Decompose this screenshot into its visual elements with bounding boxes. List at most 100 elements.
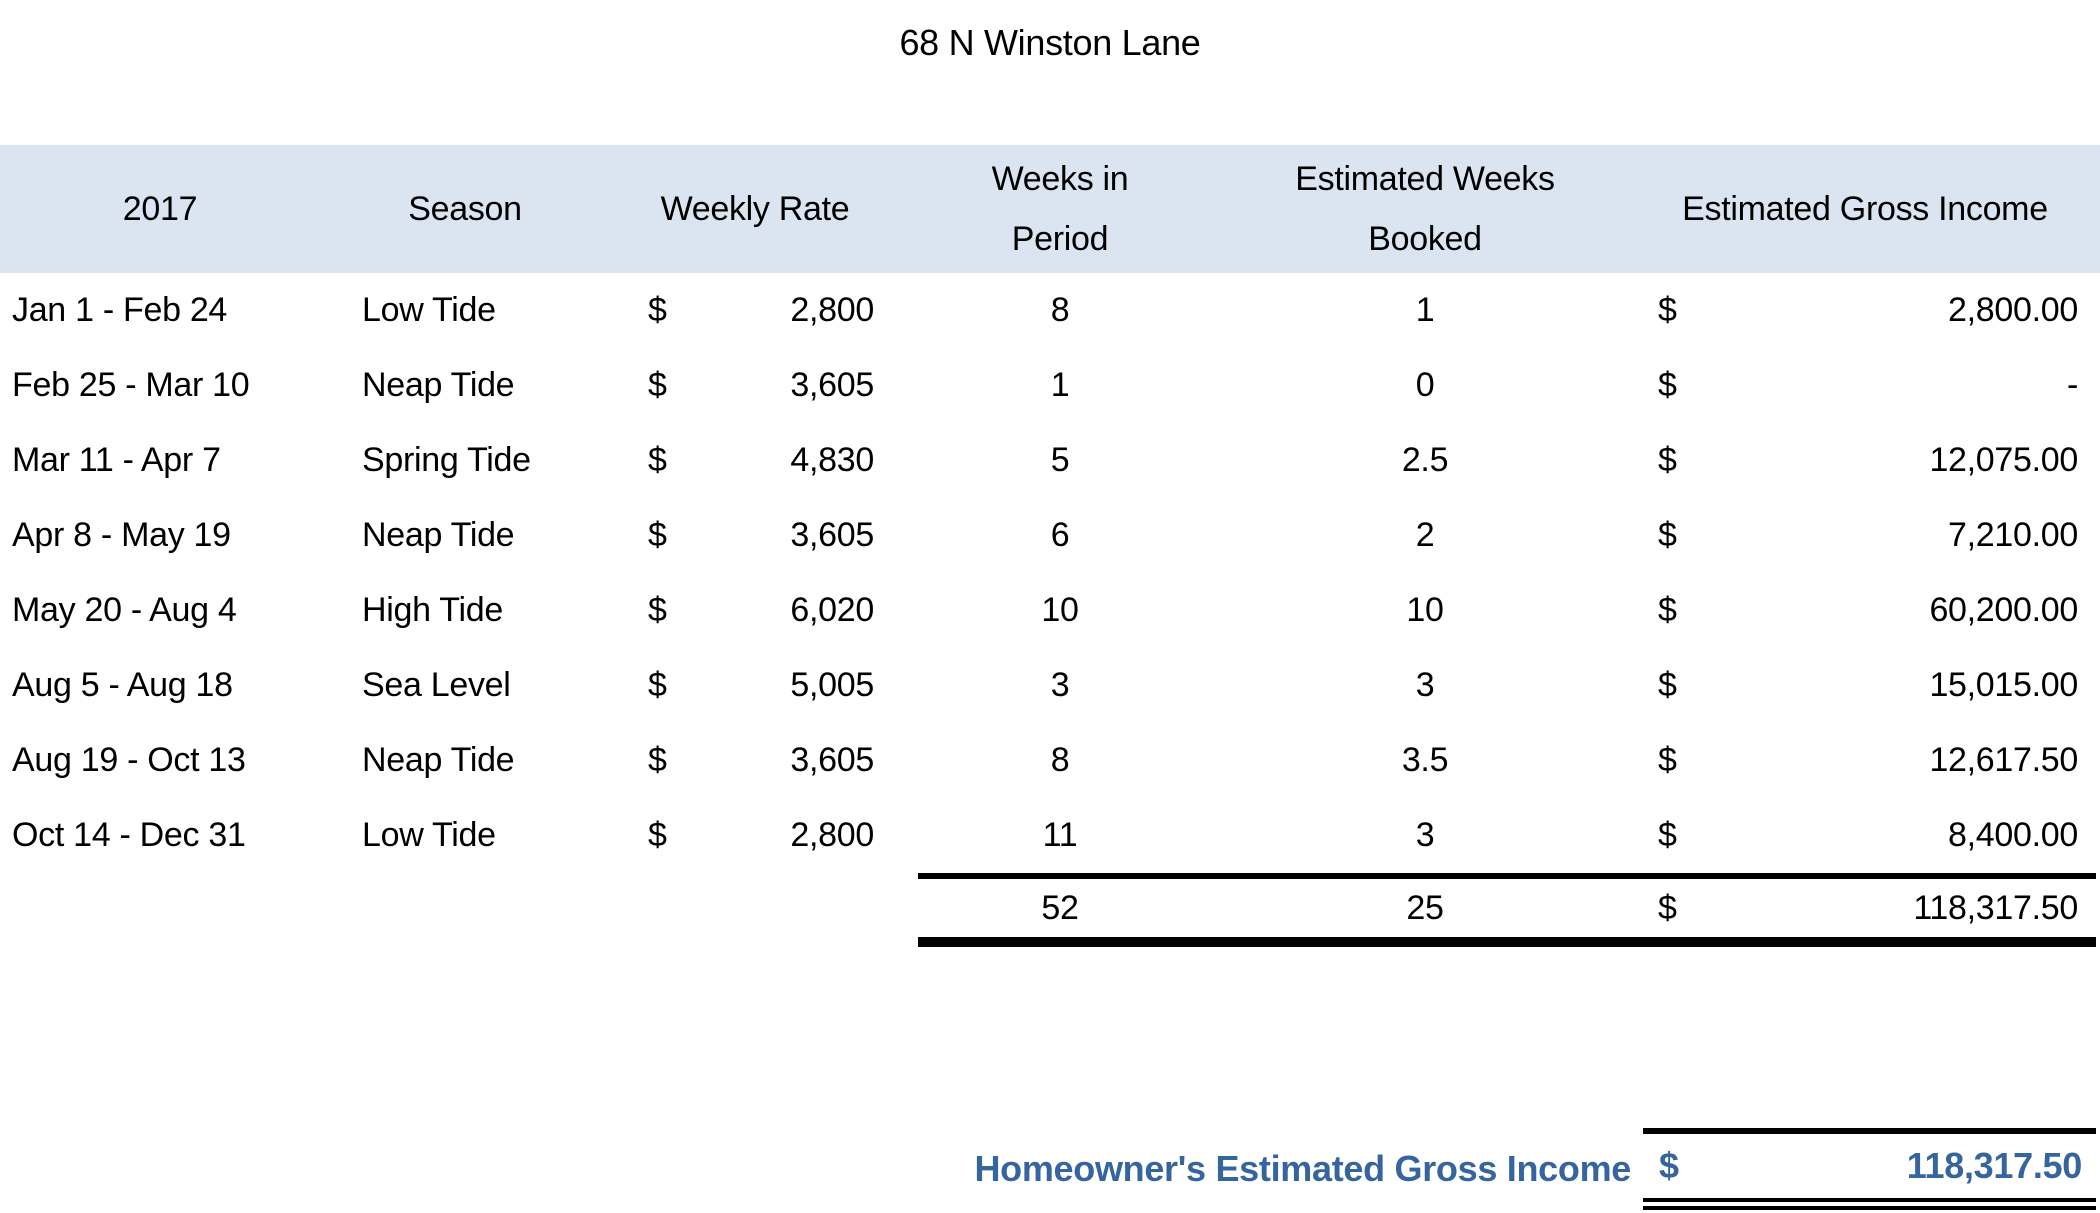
rate-value: 6,020	[790, 591, 874, 629]
income-currency: $	[1658, 816, 1677, 854]
rate-currency: $	[648, 366, 667, 404]
cell-gross-income[interactable]: $ 2,800.00	[1630, 291, 2100, 330]
header-booked-line1: Estimated Weeks	[1295, 160, 1555, 198]
cell-gross-income[interactable]: $ 8,400.00	[1630, 816, 2100, 855]
income-currency: $	[1658, 741, 1677, 779]
totals-bottom-border	[918, 937, 2096, 947]
income-value: 8,400.00	[1948, 816, 2078, 854]
cell-weekly-rate[interactable]: $ 2,800	[610, 291, 900, 330]
cell-period[interactable]: Feb 25 - Mar 10	[12, 366, 250, 404]
rate-currency: $	[648, 816, 667, 854]
summary-amount-box[interactable]: $ 118,317.50	[1643, 1128, 2096, 1210]
cell-weeks-booked[interactable]: 0	[1415, 366, 1435, 404]
header-season[interactable]: Season	[408, 189, 522, 228]
income-currency: $	[1658, 291, 1677, 329]
income-currency: $	[1658, 441, 1677, 479]
table-row: Mar 11 - Apr 7 Spring Tide $ 4,830 5 2.5…	[0, 423, 2100, 498]
cell-weeks-booked[interactable]: 2.5	[1401, 441, 1449, 479]
total-weeks[interactable]: 52	[1041, 888, 1079, 927]
income-value: -	[2066, 366, 2078, 404]
cell-weeks-in-period[interactable]: 8	[1050, 291, 1070, 329]
cell-season[interactable]: Sea Level	[362, 666, 511, 704]
cell-weekly-rate[interactable]: $ 5,005	[610, 666, 900, 705]
cell-weeks-in-period[interactable]: 3	[1050, 666, 1070, 704]
cell-season[interactable]: Neap Tide	[362, 741, 515, 779]
cell-season[interactable]: Low Tide	[362, 291, 496, 329]
income-value: 15,015.00	[1929, 666, 2078, 704]
rate-currency: $	[648, 666, 667, 704]
cell-gross-income[interactable]: $ -	[1630, 366, 2100, 405]
cell-weeks-booked[interactable]: 3	[1415, 666, 1435, 704]
cell-season[interactable]: Spring Tide	[362, 441, 531, 479]
rate-currency: $	[648, 741, 667, 779]
table-row: Apr 8 - May 19 Neap Tide $ 3,605 6 2 $ 7…	[0, 498, 2100, 573]
income-currency: $	[1658, 666, 1677, 704]
cell-weekly-rate[interactable]: $ 3,605	[610, 516, 900, 555]
cell-gross-income[interactable]: $ 12,617.50	[1630, 741, 2100, 780]
total-booked[interactable]: 25	[1406, 888, 1444, 927]
totals-row: 52 25 $ 118,317.50	[0, 879, 2100, 937]
income-value: 60,200.00	[1929, 591, 2078, 629]
cell-season[interactable]: Low Tide	[362, 816, 496, 854]
cell-period[interactable]: May 20 - Aug 4	[12, 591, 237, 629]
table-header-row: 2017 Season Weekly Rate Weeks in Period …	[0, 145, 2100, 273]
income-value: 2,800.00	[1948, 291, 2078, 329]
cell-weeks-booked[interactable]: 3.5	[1401, 741, 1449, 779]
cell-period[interactable]: Mar 11 - Apr 7	[12, 441, 221, 479]
rate-value: 3,605	[790, 516, 874, 554]
cell-season[interactable]: High Tide	[362, 591, 503, 629]
total-income-currency: $	[1658, 888, 1677, 927]
cell-weeks-in-period[interactable]: 5	[1050, 441, 1070, 479]
cell-gross-income[interactable]: $ 7,210.00	[1630, 516, 2100, 555]
income-value: 7,210.00	[1948, 516, 2078, 554]
header-weekly-rate[interactable]: Weekly Rate	[660, 189, 850, 228]
cell-weeks-in-period[interactable]: 11	[1042, 816, 1078, 854]
cell-gross-income[interactable]: $ 15,015.00	[1630, 666, 2100, 705]
cell-weeks-in-period[interactable]: 1	[1050, 366, 1070, 404]
rate-value: 4,830	[790, 441, 874, 479]
cell-weekly-rate[interactable]: $ 3,605	[610, 741, 900, 780]
total-income-value: 118,317.50	[1913, 888, 2078, 927]
cell-gross-income[interactable]: $ 60,200.00	[1630, 591, 2100, 630]
cell-period[interactable]: Apr 8 - May 19	[12, 516, 231, 554]
cell-weeks-booked[interactable]: 10	[1406, 591, 1444, 629]
cell-weekly-rate[interactable]: $ 3,605	[610, 366, 900, 405]
cell-weeks-in-period[interactable]: 8	[1050, 741, 1070, 779]
income-currency: $	[1658, 366, 1677, 404]
header-weeks-in-period[interactable]: Weeks in Period	[900, 149, 1220, 269]
cell-weeks-booked[interactable]: 1	[1415, 291, 1435, 329]
header-weeks-line1: Weeks in	[991, 160, 1129, 198]
cell-weekly-rate[interactable]: $ 6,020	[610, 591, 900, 630]
header-estimated-weeks-booked[interactable]: Estimated Weeks Booked	[1220, 149, 1630, 269]
cell-season[interactable]: Neap Tide	[362, 366, 515, 404]
rate-value: 2,800	[790, 291, 874, 329]
header-estimated-gross-income[interactable]: Estimated Gross Income	[1682, 189, 2048, 228]
cell-weekly-rate[interactable]: $ 4,830	[610, 441, 900, 480]
total-income[interactable]: $ 118,317.50	[1630, 889, 2100, 928]
summary-label[interactable]: Homeowner's Estimated Gross Income	[974, 1148, 1631, 1189]
header-2017[interactable]: 2017	[122, 189, 198, 228]
spacer	[0, 947, 2100, 1128]
table-row: Jan 1 - Feb 24 Low Tide $ 2,800 8 1 $ 2,…	[0, 273, 2100, 348]
table-row: May 20 - Aug 4 High Tide $ 6,020 10 10 $…	[0, 573, 2100, 648]
sheet-title[interactable]: 68 N Winston Lane	[899, 22, 1201, 63]
cell-weeks-in-period[interactable]: 6	[1050, 516, 1070, 554]
cell-period[interactable]: Jan 1 - Feb 24	[12, 291, 228, 329]
cell-weeks-booked[interactable]: 3	[1415, 816, 1435, 854]
cell-season[interactable]: Neap Tide	[362, 516, 515, 554]
cell-weeks-booked[interactable]: 2	[1415, 516, 1435, 554]
header-booked-line2: Booked	[1368, 220, 1482, 258]
cell-period[interactable]: Aug 5 - Aug 18	[12, 666, 233, 704]
title-row: 68 N Winston Lane	[0, 0, 2100, 145]
table-row: Aug 19 - Oct 13 Neap Tide $ 3,605 8 3.5 …	[0, 723, 2100, 798]
table-row: Feb 25 - Mar 10 Neap Tide $ 3,605 1 0 $ …	[0, 348, 2100, 423]
rate-value: 3,605	[790, 366, 874, 404]
cell-period[interactable]: Oct 14 - Dec 31	[12, 816, 246, 854]
summary-currency: $	[1659, 1145, 1679, 1186]
cell-weeks-in-period[interactable]: 10	[1041, 591, 1079, 629]
cell-gross-income[interactable]: $ 12,075.00	[1630, 441, 2100, 480]
cell-weekly-rate[interactable]: $ 2,800	[610, 816, 900, 855]
rate-value: 2,800	[790, 816, 874, 854]
cell-period[interactable]: Aug 19 - Oct 13	[12, 741, 246, 779]
